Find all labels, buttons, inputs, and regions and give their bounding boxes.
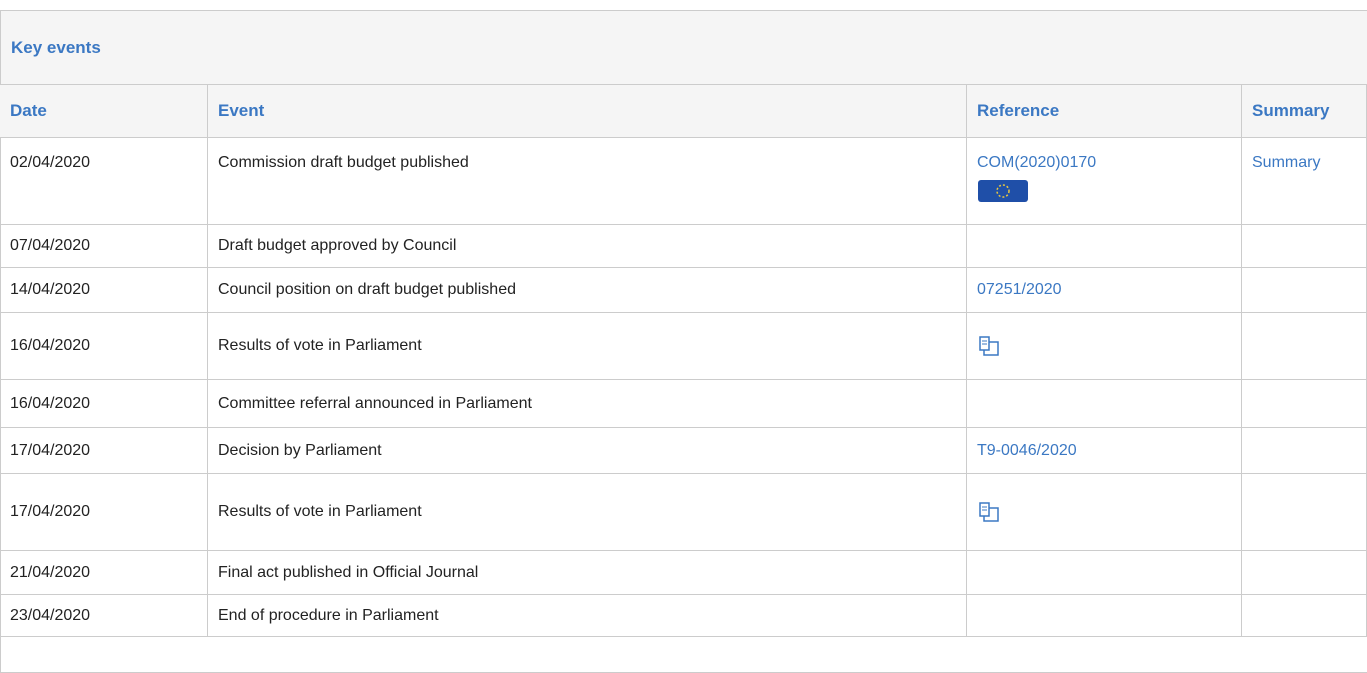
table-cell (967, 595, 1242, 637)
link[interactable]: Summary (1252, 154, 1321, 171)
cell-text: 14/04/2020 (10, 281, 91, 298)
eu-flag-icon[interactable] (977, 178, 1029, 204)
table-cell (967, 380, 1242, 428)
cell-text: 07/04/2020 (10, 237, 91, 254)
table-cell: 23/04/2020 (0, 595, 208, 637)
table-cell: 07/04/2020 (0, 225, 208, 268)
table-cell: 07251/2020 (967, 268, 1242, 313)
table-cell: End of procedure in Parliament (208, 595, 967, 637)
cell-text: 16/04/2020 (10, 337, 91, 354)
table-cell: Committee referral announced in Parliame… (208, 380, 967, 428)
link[interactable]: T9-0046/2020 (977, 441, 1077, 459)
link[interactable]: COM(2020)0170 (977, 154, 1097, 171)
vote-icon[interactable] (977, 500, 1001, 524)
link[interactable]: 07251/2020 (977, 281, 1062, 298)
table-cell (1242, 428, 1367, 474)
cell-text: Results of vote in Parliament (218, 337, 422, 354)
table-cell: 17/04/2020 (0, 428, 208, 474)
table-cell: Results of vote in Parliament (208, 474, 967, 551)
cell-text: 16/04/2020 (10, 394, 91, 412)
cell-text: Commission draft budget published (218, 154, 469, 171)
table-cell (1242, 551, 1367, 595)
cell-text: Draft budget approved by Council (218, 237, 457, 254)
table-cell (967, 313, 1242, 380)
table-cell: 02/04/2020 (0, 138, 208, 225)
cell-text: 17/04/2020 (10, 441, 91, 459)
cell-text: 17/04/2020 (10, 503, 91, 520)
cell-text: 21/04/2020 (10, 563, 91, 581)
table-cell (967, 225, 1242, 268)
table-cell (1242, 225, 1367, 268)
table-cell: Results of vote in Parliament (208, 313, 967, 380)
table-cell: Council position on draft budget publish… (208, 268, 967, 313)
table-cell (1242, 595, 1367, 637)
table-cell: Summary (1242, 138, 1367, 225)
cell-text: 23/04/2020 (10, 606, 91, 624)
table-cell: Draft budget approved by Council (208, 225, 967, 268)
table-cell (967, 474, 1242, 551)
table-cell (1242, 268, 1367, 313)
cell-text: 02/04/2020 (10, 154, 91, 171)
table-cell: 16/04/2020 (0, 380, 208, 428)
table-cell: T9-0046/2020 (967, 428, 1242, 474)
cell-text: Results of vote in Parliament (218, 503, 422, 520)
table-cell: Final act published in Official Journal (208, 551, 967, 595)
table-cell (1242, 313, 1367, 380)
column-header: Reference (967, 85, 1242, 138)
vote-icon[interactable] (977, 334, 1001, 358)
table-cell: Decision by Parliament (208, 428, 967, 474)
table-cell (1242, 474, 1367, 551)
column-header: Event (208, 85, 967, 138)
cell-text: Council position on draft budget publish… (218, 281, 516, 298)
panel-title: Key events (0, 10, 1367, 85)
table-cell: 21/04/2020 (0, 551, 208, 595)
table-cell: Commission draft budget published (208, 138, 967, 225)
table-cell: 17/04/2020 (0, 474, 208, 551)
table-cell: COM(2020)0170 (967, 138, 1242, 225)
table-cell (1242, 380, 1367, 428)
cell-text: End of procedure in Parliament (218, 606, 439, 624)
table-cell: 14/04/2020 (0, 268, 208, 313)
cell-text: Decision by Parliament (218, 441, 382, 459)
cell-text: Final act published in Official Journal (218, 563, 479, 581)
cell-text: Committee referral announced in Parliame… (218, 394, 532, 412)
column-header: Summary (1242, 85, 1367, 138)
column-header: Date (0, 85, 208, 138)
table-cell: 16/04/2020 (0, 313, 208, 380)
table-cell (967, 551, 1242, 595)
